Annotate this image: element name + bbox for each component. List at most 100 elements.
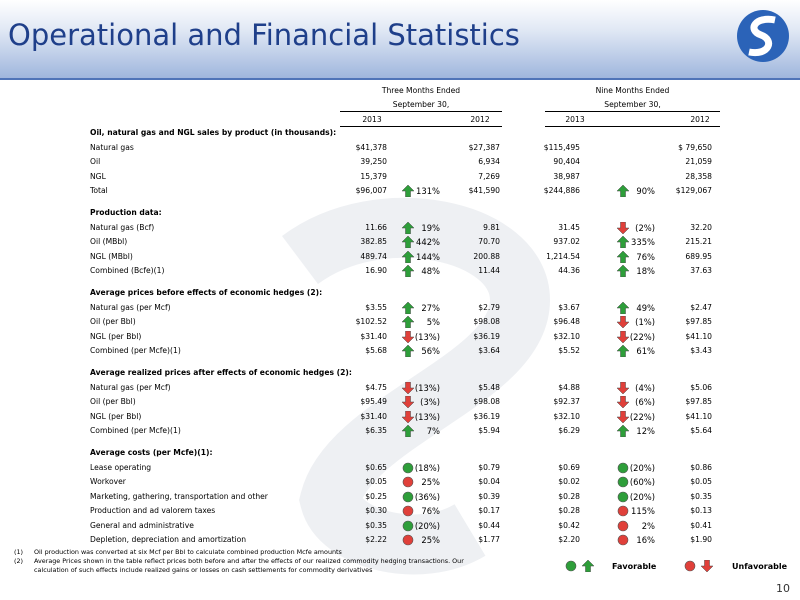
year-rule bbox=[545, 126, 720, 127]
footnote-text: Oil production was converted at six Mcf … bbox=[34, 548, 342, 556]
indicator-arrow-shape bbox=[401, 221, 415, 234]
indicator-circle bbox=[617, 491, 629, 502]
change-value: (22%) bbox=[629, 331, 655, 342]
cell-value: $102.52 bbox=[355, 317, 387, 326]
row-label: Oil (MBbl) bbox=[90, 237, 128, 246]
cell-value: 44.36 bbox=[558, 266, 580, 275]
change-value: (36%) bbox=[414, 491, 440, 502]
cell-value: $96,007 bbox=[355, 186, 387, 195]
cell-value: $27,387 bbox=[468, 142, 500, 152]
cell-value: $0.05 bbox=[690, 477, 712, 486]
indicator-arrow-shape bbox=[616, 425, 630, 437]
indicator-arrow bbox=[616, 410, 630, 423]
change-value: (13%) bbox=[414, 382, 440, 393]
indicator-circle bbox=[402, 520, 414, 531]
indicator-arrow bbox=[401, 316, 415, 328]
row-label: Oil (per Bbl) bbox=[90, 397, 136, 406]
row-label: Workover bbox=[90, 477, 126, 486]
cell-value: $ 79,650 bbox=[678, 142, 712, 152]
cell-value: 32.20 bbox=[690, 222, 712, 232]
cell-value: $1.77 bbox=[478, 535, 500, 544]
cell-value: $92.37 bbox=[553, 397, 580, 406]
change-value: 7% bbox=[426, 426, 440, 436]
cell-value: $5.48 bbox=[478, 382, 500, 392]
cell-value: $0.79 bbox=[478, 462, 500, 472]
change-value: (1%) bbox=[635, 317, 655, 327]
row-label: NGL bbox=[90, 171, 106, 181]
row-label: NGL (MBbl) bbox=[90, 251, 133, 261]
row-label: Marketing, gathering, transportation and… bbox=[90, 491, 268, 501]
change-value: (2%) bbox=[635, 222, 655, 233]
change-value: (22%) bbox=[629, 411, 655, 422]
change-value: 76% bbox=[421, 506, 440, 516]
indicator-arrow-shape bbox=[401, 250, 415, 263]
change-value: 12% bbox=[636, 426, 655, 436]
logo bbox=[737, 10, 789, 62]
cell-value: 7,269 bbox=[478, 171, 500, 181]
row-label: Production and ad valorem taxes bbox=[90, 506, 216, 515]
cell-value: 11.44 bbox=[478, 266, 500, 275]
cell-value: 16.90 bbox=[365, 266, 387, 275]
cell-value: $0.35 bbox=[690, 491, 712, 501]
indicator-arrow bbox=[616, 345, 630, 357]
cell-value: $0.13 bbox=[690, 506, 712, 515]
cell-value: $36.19 bbox=[473, 411, 500, 421]
indicator-arrow bbox=[616, 185, 630, 197]
indicator-arrow bbox=[616, 265, 630, 277]
legend-label: Unfavorable bbox=[732, 562, 788, 571]
cell-value: $0.28 bbox=[558, 491, 580, 501]
cell-value: 6,934 bbox=[478, 157, 500, 166]
indicator-arrow-shape bbox=[401, 410, 415, 423]
change-value: (20%) bbox=[414, 520, 440, 531]
cell-value: $0.04 bbox=[478, 477, 500, 486]
footnote-mark: (2) bbox=[14, 557, 24, 565]
indicator-arrow-shape bbox=[401, 345, 415, 357]
change-value: 2% bbox=[641, 520, 655, 531]
cell-value: $115,495 bbox=[543, 142, 580, 152]
change-value: 144% bbox=[416, 251, 440, 262]
change-value: 115% bbox=[631, 506, 655, 516]
section-title: Production data: bbox=[90, 208, 162, 217]
indicator-circle-shape bbox=[402, 491, 414, 502]
row-label: NGL (per Bbl) bbox=[90, 411, 142, 421]
indicator-arrow-shape bbox=[616, 345, 630, 357]
indicator-circle bbox=[402, 462, 414, 473]
group-rule bbox=[340, 111, 502, 112]
cell-value: $98.08 bbox=[473, 317, 500, 326]
indicator-circle bbox=[402, 476, 414, 488]
cell-value: $36.19 bbox=[473, 331, 500, 341]
cell-value: $97.85 bbox=[685, 317, 712, 326]
legend-circle bbox=[565, 560, 577, 572]
cell-value: $95.49 bbox=[360, 397, 387, 406]
indicator-circle bbox=[402, 505, 414, 517]
indicator-arrow-shape bbox=[616, 316, 630, 328]
cell-value: $32.10 bbox=[553, 411, 580, 421]
indicator-arrow-shape bbox=[401, 330, 415, 343]
cell-value: $4.75 bbox=[365, 382, 387, 392]
indicator-arrow bbox=[401, 265, 415, 277]
cell-value: $2.79 bbox=[478, 302, 500, 312]
row-label: Oil bbox=[90, 157, 101, 166]
cell-value: 200.88 bbox=[473, 251, 500, 261]
cell-value: $98.08 bbox=[473, 397, 500, 406]
indicator-arrow bbox=[616, 250, 630, 263]
cell-value: 215.21 bbox=[685, 237, 712, 246]
change-value: 335% bbox=[631, 237, 655, 247]
cell-value: 937.02 bbox=[553, 237, 580, 246]
indicator-arrow bbox=[401, 381, 415, 394]
indicator-arrow-shape bbox=[401, 265, 415, 277]
legend-arrow-shape bbox=[700, 560, 714, 572]
indicator-arrow-shape bbox=[401, 425, 415, 437]
row-label: Oil (per Bbl) bbox=[90, 317, 136, 326]
indicator-arrow-shape bbox=[401, 236, 415, 248]
indicator-arrow bbox=[401, 221, 415, 234]
change-value: 25% bbox=[421, 535, 440, 545]
cell-value: $0.65 bbox=[365, 462, 387, 472]
cell-value: 9.81 bbox=[483, 222, 500, 232]
row-label: Natural gas bbox=[90, 142, 134, 152]
indicator-arrow bbox=[401, 396, 415, 408]
indicator-circle-shape bbox=[402, 534, 414, 546]
indicator-arrow bbox=[401, 425, 415, 437]
cell-value: $31.40 bbox=[360, 411, 387, 421]
legend-arrow bbox=[581, 560, 595, 572]
